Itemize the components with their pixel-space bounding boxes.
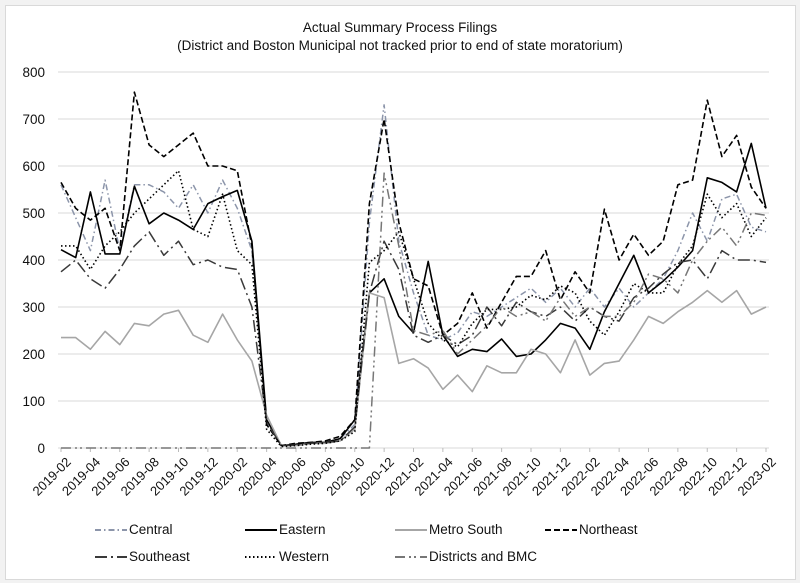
legend-label: Metro South: [429, 522, 503, 537]
y-tick-label: 500: [22, 206, 45, 221]
y-tick-label: 0: [37, 441, 45, 456]
legend-swatch: [95, 528, 127, 531]
legend-item: Southeast: [95, 549, 190, 564]
legend-label: Districts and BMC: [429, 549, 538, 564]
y-tick-label: 600: [22, 159, 45, 174]
legend-label: Eastern: [279, 522, 326, 537]
y-tick-label: 300: [22, 300, 45, 315]
legend-swatch: [245, 528, 277, 531]
y-tick-label: 200: [22, 347, 45, 362]
legend-label: Southeast: [129, 549, 190, 564]
legend-item: Districts and BMC: [395, 549, 537, 564]
series-line-western: [61, 169, 767, 448]
legend-swatch: [395, 528, 427, 531]
series-line-metro-south: [61, 289, 767, 447]
series-line-central: [60, 104, 767, 447]
chart-title: Actual Summary Process Filings: [302, 20, 498, 35]
legend-label: Central: [129, 522, 173, 537]
legend-item: Western: [245, 549, 329, 564]
y-tick-label: 800: [22, 65, 45, 80]
legend-swatch: [545, 528, 577, 531]
legend-label: Northeast: [579, 522, 638, 537]
legend-swatch: [95, 555, 127, 558]
y-tick-label: 400: [22, 253, 45, 268]
chart-subtitle: (District and Boston Municipal not track…: [177, 38, 623, 53]
series-line-northeast: [60, 91, 767, 447]
series-line-southeast: [60, 231, 767, 447]
legend-swatch: [245, 555, 277, 558]
legend-label: Western: [279, 549, 330, 564]
legend-swatch: [395, 555, 427, 558]
series-line-districts-and-bmc: [61, 172, 767, 449]
legend-item: Northeast: [545, 522, 638, 537]
y-tick-label: 700: [22, 112, 45, 127]
y-tick-label: 100: [22, 394, 45, 409]
legend-item: Eastern: [245, 522, 326, 537]
legend-item: Central: [95, 522, 173, 537]
legend-item: Metro South: [395, 522, 503, 537]
